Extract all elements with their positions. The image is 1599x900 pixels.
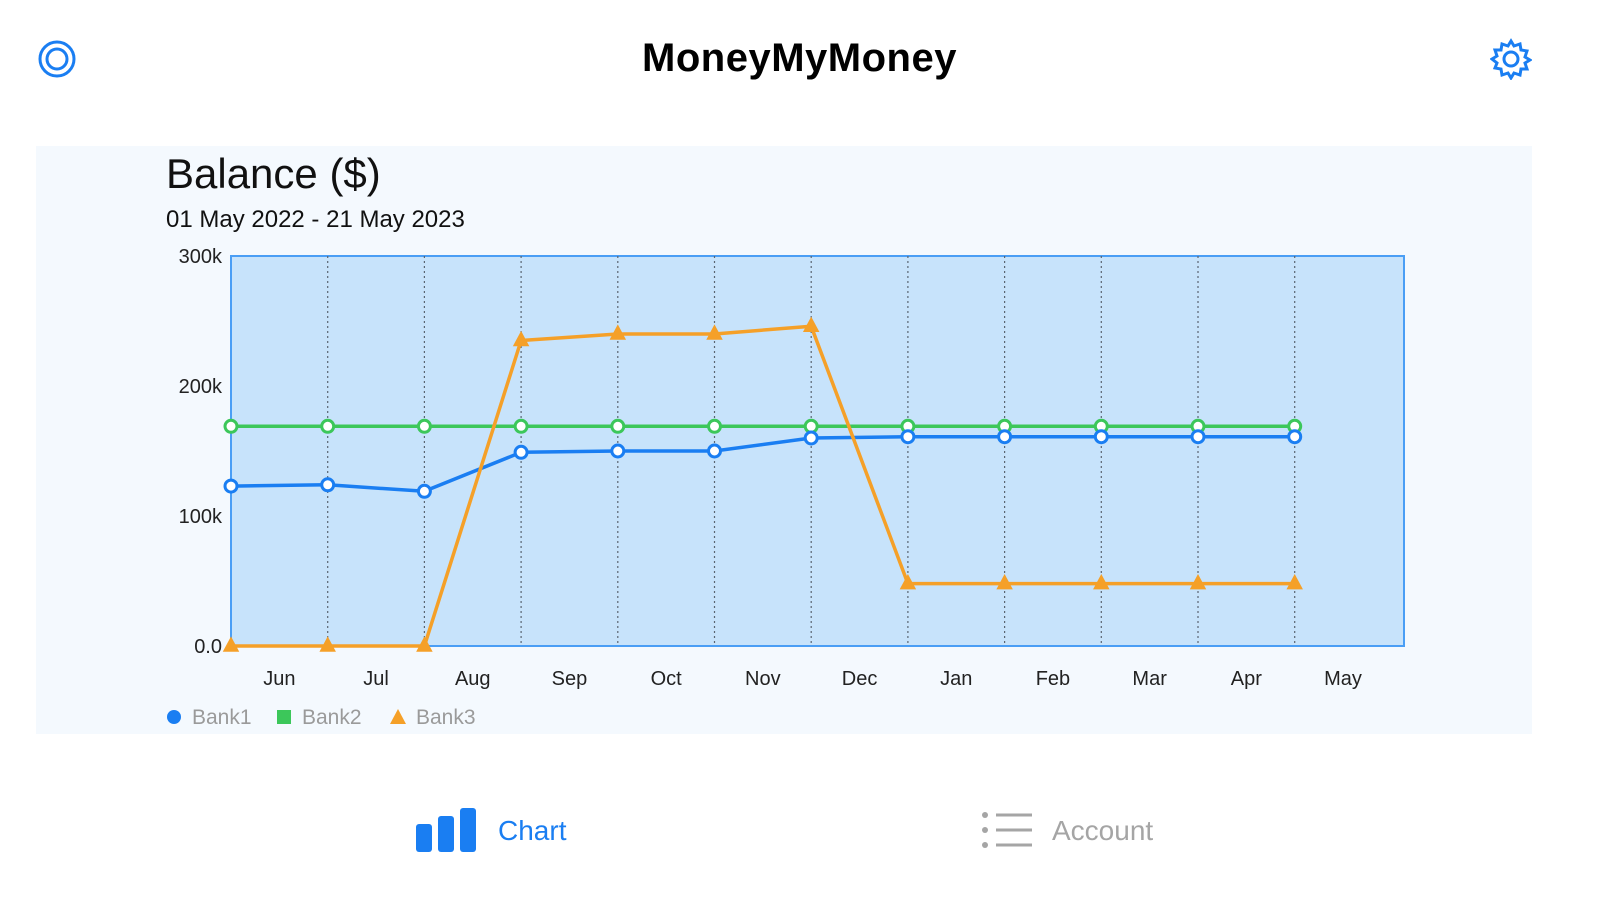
tab-account[interactable]: Account [980, 780, 1210, 880]
x-tick-label: Nov [745, 668, 781, 690]
data-point [1286, 574, 1303, 590]
app-header: MoneyMyMoney [0, 0, 1599, 120]
y-tick-label: 200k [179, 376, 223, 398]
data-point [1190, 429, 1206, 445]
data-point [223, 418, 239, 434]
data-point [899, 574, 917, 590]
legend-label-bank2: Bank2 [302, 706, 362, 729]
gear-icon[interactable] [1490, 38, 1532, 80]
x-tick-label: Apr [1231, 668, 1262, 690]
chart-date-range: 01 May 2022 - 21 May 2023 [166, 206, 465, 233]
data-point [706, 324, 723, 340]
data-point [513, 444, 529, 460]
data-point [1093, 574, 1110, 590]
data-point [223, 478, 239, 494]
data-point [609, 324, 627, 340]
data-point [610, 418, 626, 434]
data-point [610, 443, 626, 459]
chart-title: Balance ($) [166, 150, 381, 197]
legend-label-bank3: Bank3 [416, 706, 476, 729]
legend: Bank1 Bank2 Bank3 [167, 706, 476, 729]
data-point [512, 330, 530, 347]
data-point [416, 483, 432, 499]
data-point [707, 443, 722, 459]
plot-area [230, 255, 1405, 647]
data-point [996, 574, 1013, 590]
legend-marker-bank2 [277, 710, 291, 724]
tab-bar: Chart Account [0, 780, 1599, 890]
series-line-bank1 [230, 434, 1295, 494]
tab-chart[interactable]: Chart [414, 780, 614, 880]
x-tick-label: Jul [363, 668, 389, 690]
x-tick-label: Jan [940, 668, 972, 690]
data-point [222, 636, 240, 652]
data-point [320, 477, 336, 493]
tab-account-label: Account [1052, 815, 1154, 846]
y-axis: 0.0 100k 200k 300k [179, 246, 223, 658]
data-point [319, 636, 336, 652]
x-tick-label: Mar [1132, 668, 1167, 690]
data-point [1287, 429, 1303, 445]
data-point [1189, 574, 1207, 590]
data-point [320, 418, 336, 434]
legend-marker-bank3 [390, 709, 406, 724]
data-point [900, 429, 916, 445]
data-point [707, 418, 722, 434]
x-axis: Jun Jul Aug Sep Oct Nov Dec Jan Feb Mar Apr May [263, 668, 1362, 690]
data-point [416, 636, 433, 652]
data-point [803, 430, 819, 446]
x-tick-label: Dec [842, 668, 878, 690]
bar-chart-icon [416, 808, 476, 852]
x-tick-label: Jun [263, 668, 295, 690]
data-point [416, 418, 432, 434]
x-tick-label: Oct [651, 668, 683, 690]
series-group [222, 316, 1303, 652]
target-icon[interactable] [36, 38, 78, 80]
series-line-bank3 [231, 324, 1295, 648]
x-tick-label: Sep [552, 668, 588, 690]
data-point [513, 418, 529, 434]
list-icon [982, 812, 1032, 848]
tab-chart-label: Chart [498, 815, 567, 846]
y-tick-label: 300k [179, 246, 223, 268]
data-point [997, 429, 1013, 445]
legend-marker-bank1 [167, 710, 181, 724]
y-tick-label: 0.0 [194, 636, 222, 658]
x-tick-label: Aug [455, 668, 491, 690]
app-title: MoneyMyMoney [642, 36, 957, 80]
data-point [1093, 429, 1109, 445]
data-point [802, 316, 820, 332]
y-tick-label: 100k [179, 506, 223, 528]
x-tick-label: May [1324, 668, 1362, 690]
legend-label-bank1: Bank1 [192, 706, 252, 729]
x-tick-label: Feb [1036, 668, 1070, 690]
